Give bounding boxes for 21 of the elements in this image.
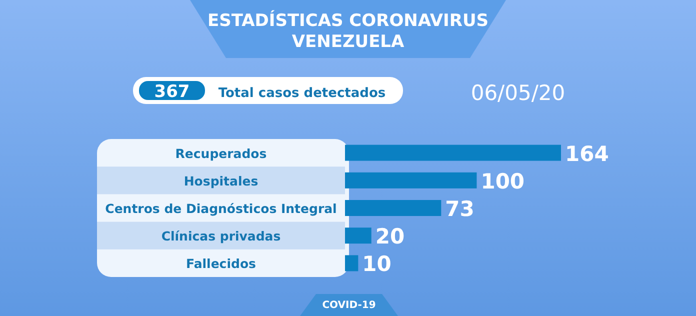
bar [345,228,372,244]
text: 06/05/20 [470,81,566,105]
y-tick-label: Hospitales [184,173,258,188]
bar [345,200,442,216]
y-tick-label: Recuperados [175,146,267,161]
data-label: 20 [375,224,405,249]
data-label: 73 [445,197,474,221]
bar [345,144,561,161]
text: Total casos detectados [218,86,386,101]
data-label: 164 [565,142,609,166]
y-tick-label: Centros de Diagnósticos Integral [105,201,337,216]
text: 367 [154,82,190,102]
bar [345,172,477,188]
chart-title: ESTADÍSTICAS CORONAVIRUS [207,10,489,31]
data-label: 100 [480,169,525,194]
data-label: 10 [362,252,392,276]
y-tick-label: Clínicas privadas [161,228,281,244]
bar [345,255,358,272]
chart-subtitle: VENEZUELA [292,32,406,52]
text: COVID-19 [322,300,376,311]
y-tick-label: Fallecidos [186,256,256,272]
